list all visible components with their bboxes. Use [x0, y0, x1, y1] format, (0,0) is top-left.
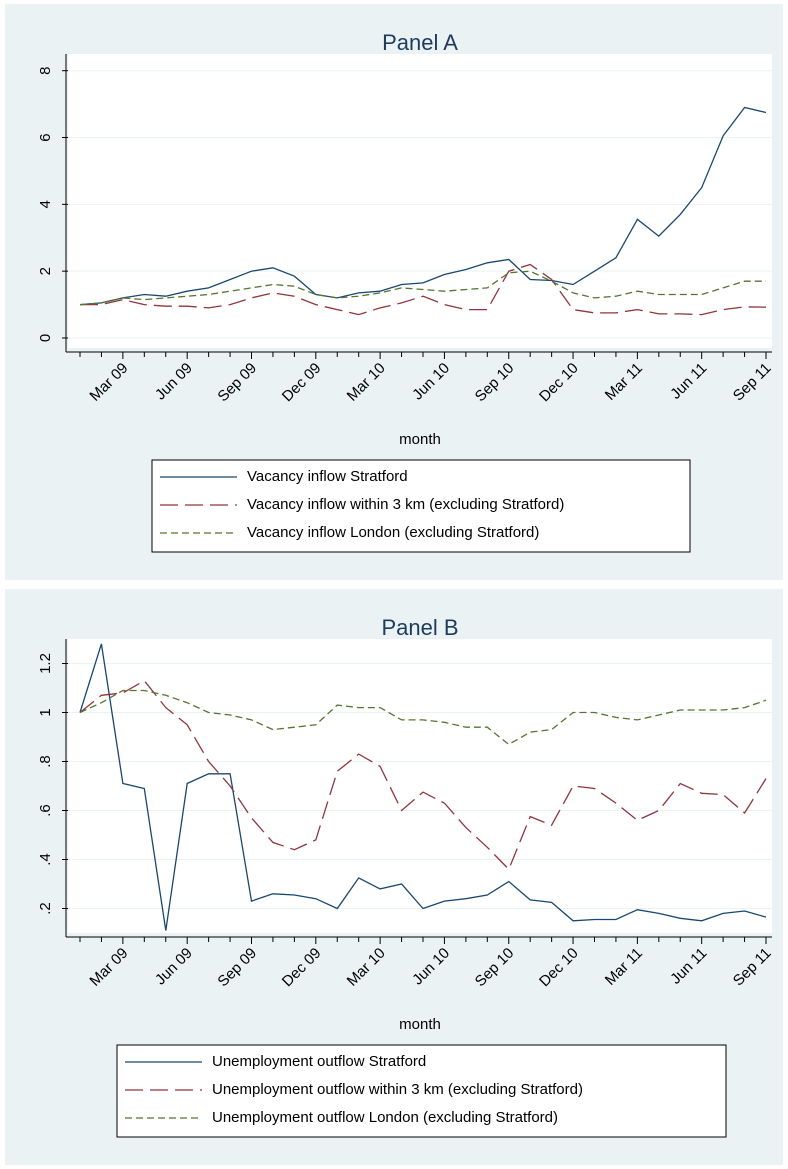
y-tick-label: 8	[37, 67, 54, 75]
legend-label: Unemployment outflow within 3 km (exclud…	[212, 1081, 583, 1098]
legend-label: Vacancy inflow Stratford	[247, 468, 408, 485]
y-tick-label: 0	[37, 334, 54, 342]
x-axis-label: month	[399, 1016, 441, 1033]
series-line	[79, 106, 767, 306]
x-axis-label: month	[399, 431, 441, 448]
chart-title: Panel A	[382, 30, 458, 55]
plot-area	[68, 54, 772, 348]
series-line	[80, 263, 767, 316]
y-tick-label: 2	[37, 267, 54, 275]
y-tick-label: .6	[37, 804, 54, 817]
legend-label: Vacancy inflow within 3 km (excluding St…	[247, 496, 564, 513]
legend-box	[151, 459, 691, 553]
y-tick-label: 6	[37, 133, 54, 141]
series-line	[79, 270, 766, 306]
y-tick-label: 1.2	[37, 653, 54, 674]
y-tick-label: 1	[37, 708, 54, 716]
y-tick-label: .4	[37, 853, 54, 866]
legend-box	[116, 1044, 727, 1138]
legend-label: Vacancy inflow London (excluding Stratfo…	[247, 524, 539, 541]
y-tick-label: 4	[37, 200, 54, 208]
series-line	[79, 643, 767, 931]
legend-label: Unemployment outflow Stratford	[212, 1053, 426, 1070]
series-line	[79, 689, 767, 746]
series-line	[79, 679, 767, 871]
y-tick-label: .8	[37, 755, 54, 768]
y-tick-label: .2	[37, 902, 54, 915]
chart-title: Panel B	[381, 615, 458, 640]
plot-area	[68, 639, 772, 933]
legend-label: Unemployment outflow London (excluding S…	[212, 1109, 558, 1126]
